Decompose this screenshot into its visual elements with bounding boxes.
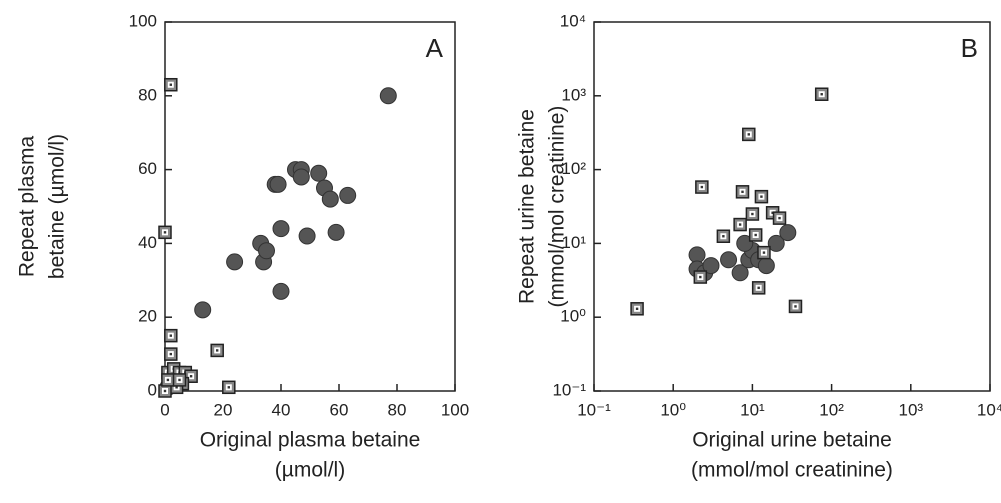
panel-label: A (426, 33, 444, 63)
x-tick-label: 60 (330, 400, 349, 419)
point-dot (778, 216, 781, 220)
x-axis-label: Original plasma betaine (200, 429, 421, 452)
point (379, 87, 397, 105)
y-axis-label: betaine (µmol/l) (46, 134, 69, 279)
point (272, 220, 290, 238)
point-dot (820, 93, 823, 96)
y-tick-label: 10⁴ (560, 11, 586, 30)
y-tick-label: 0 (148, 380, 157, 399)
y-axis-label: Repeat plasma (16, 136, 39, 278)
point (194, 301, 212, 319)
point-dot (169, 83, 172, 86)
y-tick-label: 20 (138, 307, 157, 326)
x-tick-label: 10⁰ (660, 400, 686, 419)
y-tick-label: 10² (561, 159, 586, 178)
point (702, 257, 720, 275)
point-dot (747, 133, 750, 136)
point-dot (163, 389, 167, 393)
x-tick-label: 10¹ (740, 400, 765, 419)
point-dot (754, 233, 757, 237)
x-tick-label: 10⁴ (977, 400, 1001, 419)
y-tick-label: 80 (138, 85, 157, 104)
point (327, 223, 345, 241)
point-dot (722, 235, 725, 238)
x-tick-label: 20 (214, 400, 233, 419)
point-dot (169, 352, 172, 356)
point (339, 186, 357, 204)
point-dot (741, 190, 744, 194)
x-axis-label: (mmol/mol creatinine) (691, 459, 893, 482)
point-dot (635, 307, 639, 310)
x-axis-label: Original urine betaine (692, 429, 892, 452)
point-dot (760, 195, 763, 198)
point (298, 227, 316, 245)
y-axis-label: (mmol/mol creatinine) (546, 106, 569, 308)
panel-label: B (961, 33, 978, 63)
point-dot (738, 223, 742, 226)
x-tick-label: 10⁻¹ (577, 400, 611, 419)
x-tick-label: 40 (272, 400, 291, 419)
point-dot (169, 334, 172, 337)
point (720, 251, 738, 269)
point (757, 257, 775, 275)
point (226, 253, 244, 271)
point (310, 164, 328, 182)
point-dot (757, 286, 760, 290)
point (736, 234, 754, 252)
point (269, 175, 287, 193)
y-tick-label: 100 (129, 11, 157, 30)
x-tick-label: 10³ (899, 400, 924, 419)
point-dot (163, 231, 167, 234)
point (779, 224, 797, 242)
point-dot (178, 378, 181, 382)
point-dot (751, 212, 754, 216)
y-tick-label: 60 (138, 159, 157, 178)
point (688, 246, 706, 264)
y-tick-label: 10³ (561, 85, 586, 104)
point-dot (794, 305, 797, 308)
point-dot (700, 185, 704, 189)
point (292, 168, 310, 186)
y-tick-label: 10⁻¹ (552, 380, 586, 399)
point-dot (166, 378, 170, 382)
point-dot (227, 386, 230, 389)
y-tick-label: 40 (138, 233, 157, 252)
point (321, 190, 339, 208)
y-axis-label: Repeat urine betaine (516, 109, 539, 304)
x-tick-label: 10² (819, 400, 844, 419)
point-dot (762, 251, 766, 254)
point-dot (771, 211, 774, 214)
point (258, 242, 275, 260)
point-dot (175, 386, 178, 389)
x-tick-label: 100 (441, 400, 469, 419)
point (767, 234, 785, 252)
plot-frame (593, 21, 991, 392)
x-axis-label: (µmol/l) (275, 459, 345, 482)
y-tick-label: 10¹ (561, 233, 586, 252)
x-tick-label: 80 (388, 400, 407, 419)
point (731, 264, 749, 282)
point-dot (699, 275, 702, 279)
point-dot (189, 375, 193, 378)
plot-frame (164, 21, 456, 392)
x-tick-label: 0 (160, 400, 169, 419)
y-tick-label: 10⁰ (560, 307, 586, 326)
point-dot (216, 349, 219, 352)
point (272, 282, 290, 300)
